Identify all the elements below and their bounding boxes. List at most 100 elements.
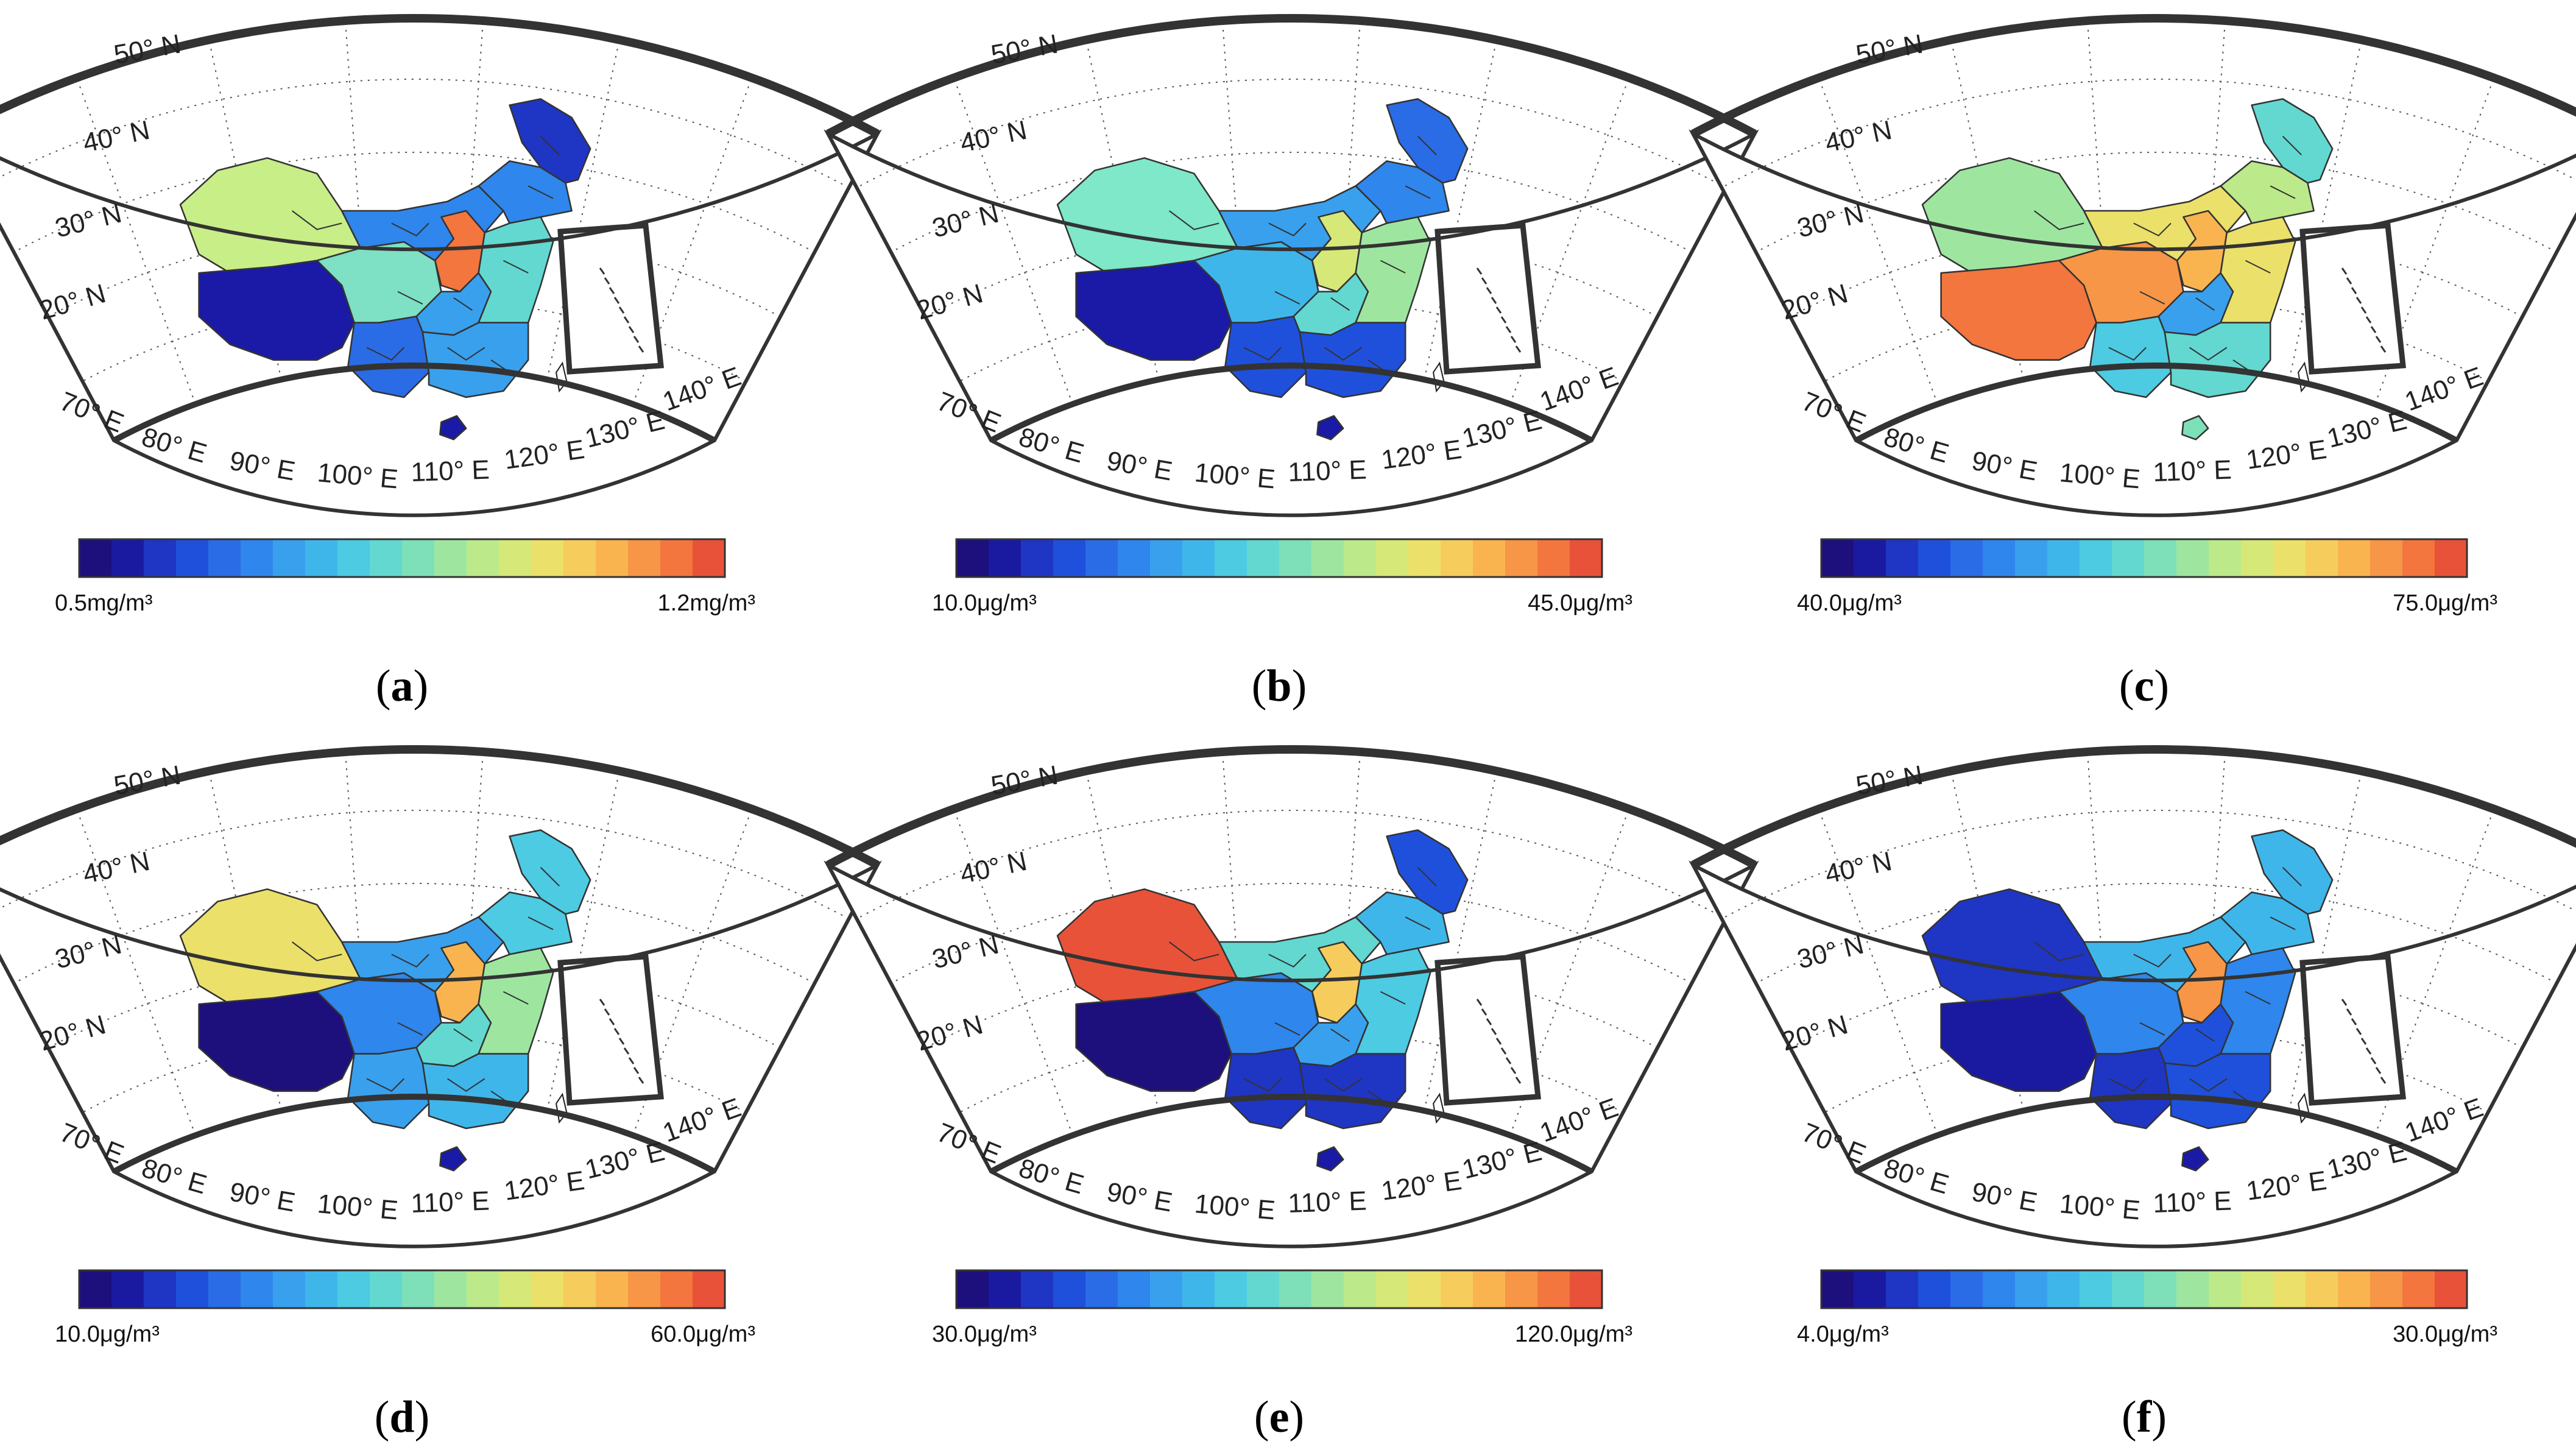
province-border (1417, 135, 1437, 155)
province-border (528, 916, 554, 930)
latitude-label: 50° N (111, 29, 183, 69)
province-border (2139, 1022, 2165, 1036)
colorbar-swatch (1247, 1270, 1280, 1308)
colorbar-swatch (1821, 539, 1854, 577)
region-heilongjiang (2251, 98, 2334, 184)
caption-close: ) (415, 1392, 430, 1442)
inset-dash (2375, 336, 2382, 343)
colorbar-swatch (1279, 539, 1312, 577)
colorbar-swatch (144, 539, 177, 577)
region-tibet (1075, 260, 1232, 361)
caption-open: ( (1254, 1392, 1269, 1442)
panel-caption: (e) (1254, 1392, 1304, 1442)
colorbar-swatch (467, 539, 499, 577)
province-border (1168, 210, 1219, 230)
latitude-line (13, 882, 815, 984)
map-frame (0, 860, 882, 1248)
inset-dash (604, 1008, 610, 1016)
inset-dash (2360, 1038, 2367, 1045)
province-border (503, 991, 529, 1005)
colorbar: 0.5mg/m³ 1.2mg/m³ (55, 538, 755, 616)
colorbar-swatch (305, 1270, 338, 1308)
region-northeast (2220, 891, 2315, 955)
caption-open: ( (2119, 661, 2134, 711)
colorbar-min-label: 4.0μg/m³ (1797, 1322, 1889, 1347)
inset-dash (638, 345, 644, 353)
province-border (397, 291, 423, 305)
region-south (1299, 1053, 1406, 1130)
province-border (1268, 954, 1307, 968)
region-tibet (1075, 991, 1232, 1092)
colorbar-swatch (2338, 1270, 2371, 1308)
colorbar-swatch (2209, 1270, 2242, 1308)
colorbar-max-label: 30.0μg/m³ (2393, 1322, 2497, 1347)
inset-dash (2351, 1018, 2357, 1025)
region-south (2164, 322, 2271, 398)
colorbar-swatch (208, 1270, 241, 1308)
region-hainan (2181, 1146, 2209, 1172)
south-china-sea-inset (1434, 222, 1541, 375)
colorbar-swatch (2306, 1270, 2338, 1308)
colorbar-swatch (402, 1270, 435, 1308)
colorbar-border (1820, 1269, 2468, 1309)
map-frame (1689, 860, 2576, 1248)
province-border (2033, 210, 2084, 230)
colorbar-swatch (660, 1270, 693, 1308)
colorbar-swatch (2370, 1270, 2403, 1308)
inset-dash (1500, 316, 1507, 324)
panel-caption: (c) (2119, 661, 2169, 711)
south-china-sea-inset (557, 954, 664, 1106)
latitude-label: 40° N (1823, 846, 1894, 890)
inset-dash (633, 336, 640, 343)
map-frame (824, 129, 1759, 517)
province-border (2195, 297, 2215, 311)
latitude-line (1756, 151, 2557, 253)
colorbar-swatch (2112, 1270, 2145, 1308)
province-border (1243, 347, 1282, 361)
longitude-label: 100° E (2058, 1189, 2141, 1225)
colorbar-swatch (337, 539, 370, 577)
province-border (540, 866, 560, 887)
colorbar-max-label: 75.0μg/m³ (2393, 590, 2497, 616)
region-northeast (1355, 160, 1450, 224)
province-border (528, 185, 554, 199)
region-heilongjiang (2251, 829, 2334, 915)
inset-dash (2365, 316, 2372, 324)
colorbar-swatch (1570, 539, 1603, 577)
colorbar-swatch (1021, 539, 1054, 577)
inset-dash (2360, 306, 2367, 314)
colorbar-swatch (2241, 539, 2274, 577)
colorbar-max-label: 120.0μg/m³ (1515, 1322, 1632, 1347)
colorbar: 4.0μg/m³ 30.0μg/m³ (1797, 1269, 2497, 1347)
colorbar-swatch (1182, 1270, 1215, 1308)
colorbar-swatch (2402, 539, 2435, 577)
inset-dash (633, 1067, 640, 1074)
colorbar-border (1820, 538, 2468, 578)
region-heilongjiang (509, 829, 591, 915)
colorbar-swatch (1886, 1270, 1919, 1308)
colorbar-swatch (1053, 539, 1086, 577)
region-hainan (2181, 415, 2209, 441)
panel-caption: (f) (2122, 1392, 2167, 1442)
inset-dash (1481, 1008, 1487, 1016)
longitude-label: 110° E (1288, 1186, 1367, 1219)
inset-dash (2341, 267, 2348, 275)
colorbar-swatch (2047, 1270, 2080, 1308)
latitude-line (13, 151, 815, 253)
colorbar-swatch (2080, 1270, 2112, 1308)
colorbar-swatch (628, 539, 661, 577)
map-frame-bottom (989, 1094, 1593, 1175)
inset-dash (2380, 1077, 2387, 1084)
inset-dash (604, 277, 610, 285)
province-regions (179, 98, 591, 441)
panel-caption: (d) (375, 1392, 429, 1442)
inset-dash (1486, 287, 1492, 294)
panel-caption: (a) (376, 661, 428, 711)
inset-dash (623, 1047, 630, 1055)
colorbar-max-label: 1.2mg/m³ (658, 590, 755, 616)
colorbar-swatch (79, 539, 112, 577)
province-border (2033, 941, 2084, 961)
region-northeast (2220, 160, 2315, 224)
colorbar-swatch (337, 1270, 370, 1308)
colorbar-swatch (2112, 539, 2145, 577)
